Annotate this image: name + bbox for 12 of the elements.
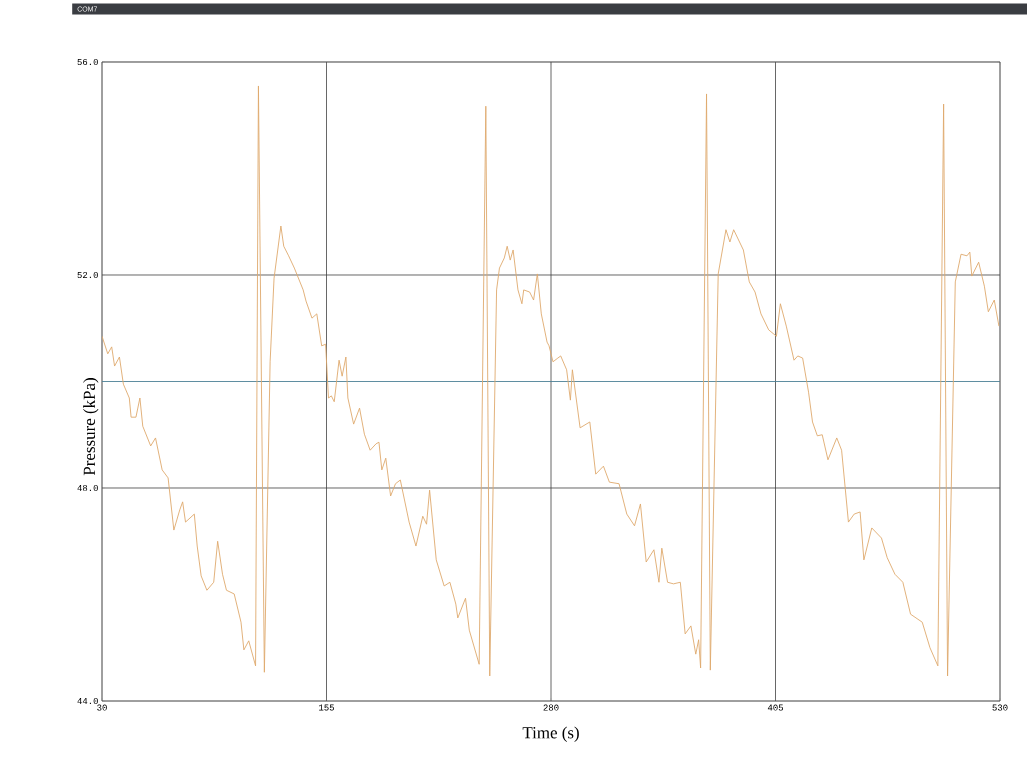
y-axis-title: Pressure (kPa) [83, 378, 99, 476]
line-series [102, 85, 1000, 677]
y-tick-label: 56.0 [77, 58, 98, 66]
y-tick-label: 44.0 [77, 697, 98, 705]
x-axis-title: Time (s) [522, 726, 579, 742]
x-tick-label: 280 [543, 704, 559, 711]
x-tick-label: 405 [767, 704, 784, 711]
y-tick-label: 48.0 [77, 484, 98, 492]
x-tick-label: 30 [97, 704, 107, 711]
x-tick-label: 530 [992, 704, 1008, 711]
y-tick-label: 52.0 [77, 271, 98, 279]
x-tick-label: 155 [319, 704, 335, 711]
